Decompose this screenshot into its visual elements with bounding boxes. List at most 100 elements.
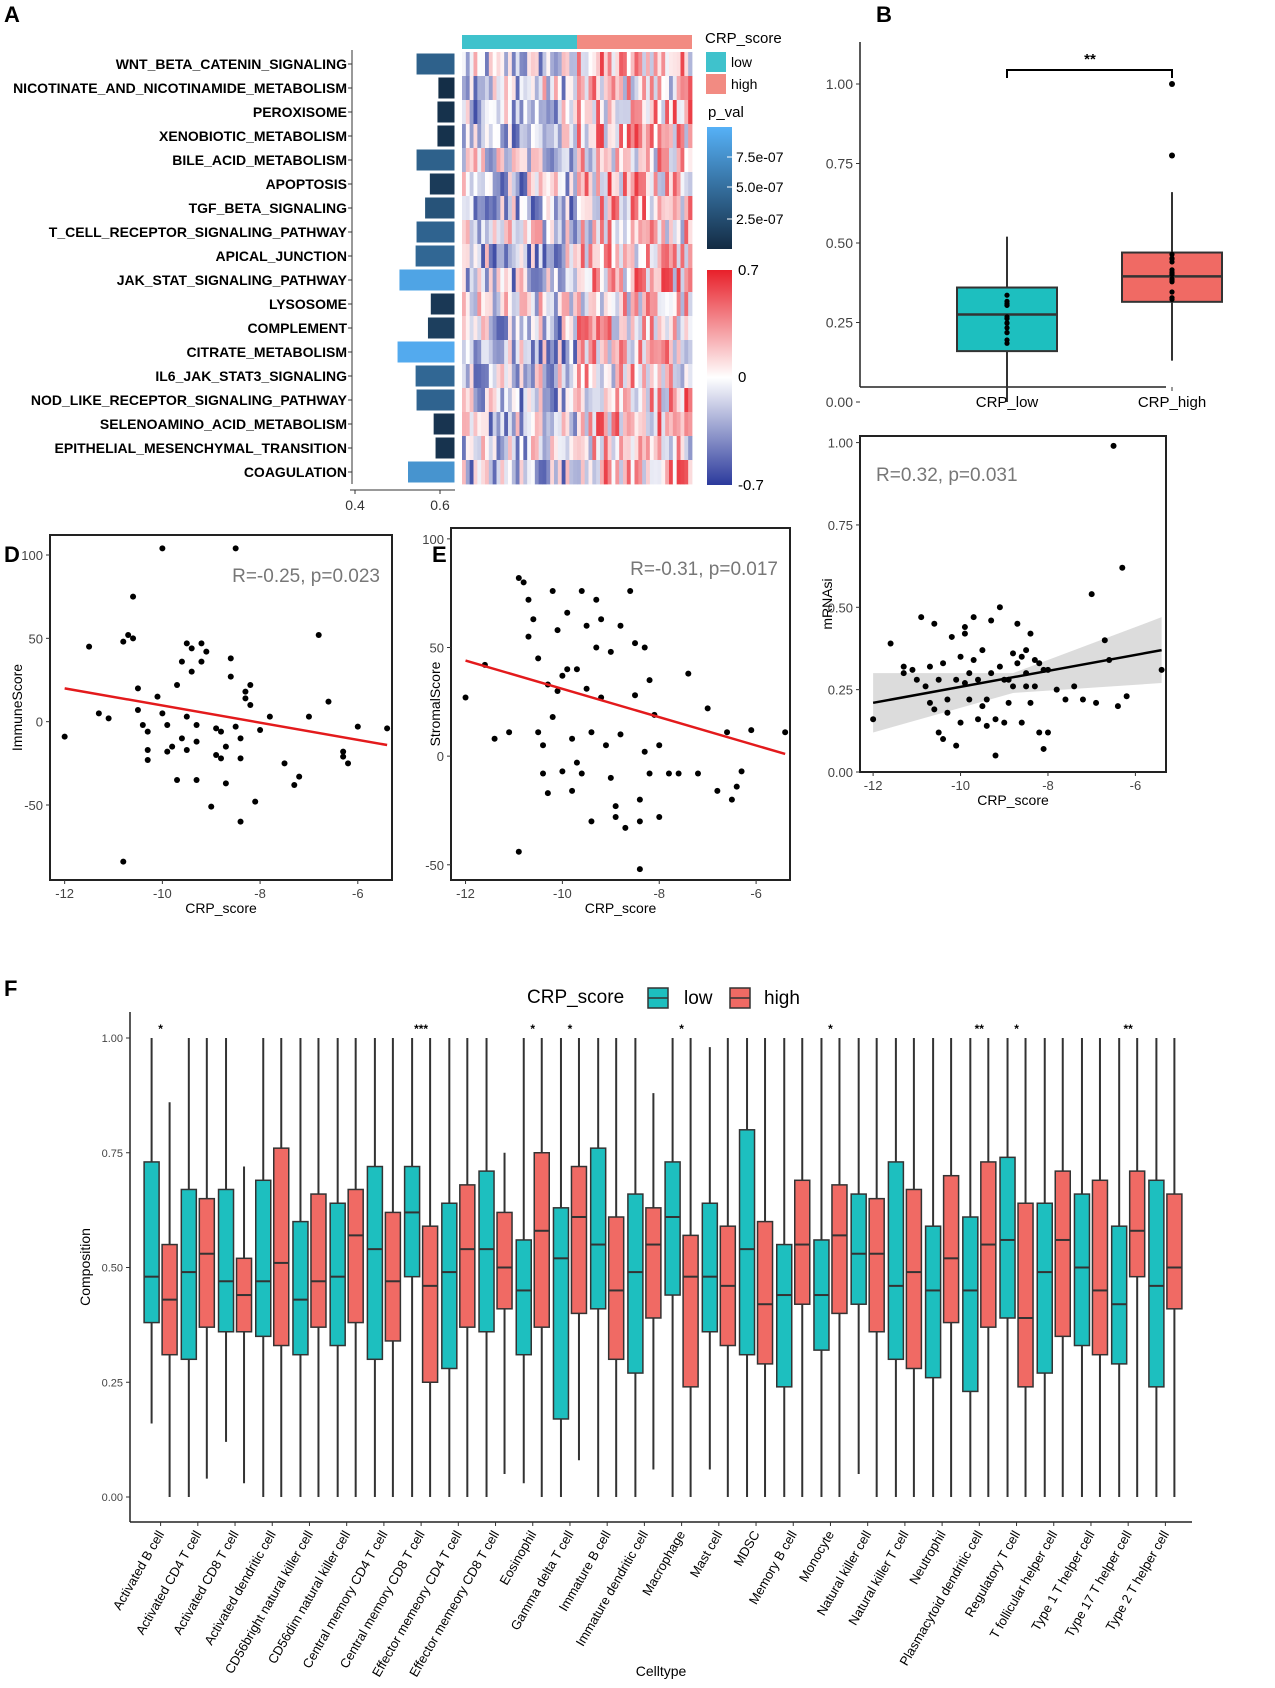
heatmap-cell: [485, 340, 490, 365]
heatmap-cell: [492, 364, 497, 389]
box-body: [347, 1188, 364, 1324]
heatmap-cell: [496, 388, 501, 413]
scatter-point: [940, 660, 947, 667]
heatmap-cell: [592, 196, 597, 221]
heatmap-cell: [519, 268, 524, 293]
heatmap-cell: [462, 52, 467, 77]
heatmap-cell: [485, 292, 490, 317]
heatmap-cell: [473, 340, 478, 365]
heatmap-cell: [592, 268, 597, 293]
heatmap-cell: [577, 268, 582, 293]
heatmap-cell: [500, 364, 505, 389]
heatmap-cell: [619, 52, 624, 77]
heatmap-cell: [573, 436, 578, 461]
box-body: [905, 1188, 923, 1370]
heatmap-cell: [653, 364, 658, 389]
heatmap-cell: [611, 388, 616, 413]
heatmap-cell: [653, 316, 658, 341]
heatmap-cell: [626, 76, 632, 101]
scatter-point: [1119, 564, 1126, 571]
heatmap-cell: [634, 388, 639, 413]
heatmap-cell: [469, 364, 474, 389]
box-body: [198, 1197, 216, 1328]
jitter-point: [1004, 292, 1010, 298]
scatter-point: [782, 729, 789, 736]
heatmap-cell: [688, 364, 693, 389]
heatmap-cell: [500, 76, 505, 101]
scatter-point: [598, 616, 605, 623]
heatmap-cell: [523, 100, 528, 125]
heatmap-cell: [619, 172, 624, 197]
heatmap-cell: [534, 268, 540, 293]
box-outlier: [1169, 152, 1175, 159]
heatmap-cell: [527, 460, 532, 485]
pathway-label: JAK_STAT_SIGNALING_PATHWAY: [117, 272, 348, 288]
heatmap-cell: [465, 76, 471, 101]
heatmap-cell: [580, 124, 586, 149]
significance-bracket: [1006, 69, 1173, 78]
heatmap-cell: [485, 388, 490, 413]
heatmap-cell: [542, 436, 547, 461]
heatmap-cell: [519, 220, 524, 245]
heatmap-cell: [600, 292, 605, 317]
significance-stars: *: [1014, 1022, 1019, 1036]
heatmap-cell: [554, 388, 559, 413]
heatmap-cell: [477, 196, 482, 221]
heatmap-cell: [669, 460, 674, 485]
scatter-point: [944, 709, 951, 716]
heatmap-cell: [481, 244, 486, 269]
heatmap-cell: [531, 244, 536, 269]
heatmap-cell: [615, 436, 620, 461]
pval-tick-label: 5.0e-07: [736, 179, 784, 195]
heatmap-cell: [646, 196, 651, 221]
heatmap-cell: [623, 52, 628, 77]
heatmap-cell: [596, 76, 601, 101]
heatmap-cell: [623, 388, 628, 413]
heatmap-cell: [619, 244, 624, 269]
heatmap-cell: [554, 364, 559, 389]
heatmap-cell: [592, 436, 597, 461]
heatmap-cell: [672, 388, 678, 413]
heatmap-cell: [592, 364, 597, 389]
heatmap-cell: [561, 340, 566, 365]
heatmap-cell: [469, 76, 474, 101]
heatmap-cell: [592, 460, 597, 485]
heatmap-cell: [607, 244, 612, 269]
heatmap-cell: [469, 388, 474, 413]
heatmap-cell: [538, 436, 543, 461]
fit-line: [64, 687, 388, 747]
scatter-point: [940, 736, 947, 743]
heatmap-cell: [511, 388, 517, 413]
heatmap-cell: [684, 76, 689, 101]
heatmap-cell: [542, 196, 547, 221]
heatmap-cell: [531, 268, 536, 293]
heatmap-cell: [623, 124, 628, 149]
heatmap-cell: [584, 52, 589, 77]
pathway-label: APICAL_JUNCTION: [216, 248, 347, 264]
heatmap-cell: [542, 460, 547, 485]
heatmap-cell: [561, 364, 566, 389]
heatmap-cell: [462, 436, 467, 461]
heatmap-cell: [573, 220, 578, 245]
heatmap-cell: [542, 316, 547, 341]
heatmap-cell: [504, 268, 509, 293]
heatmap-cell: [496, 76, 501, 101]
heatmap-cell: [546, 460, 551, 485]
heatmap-cell: [577, 220, 582, 245]
heatmap-cell: [672, 436, 678, 461]
heatmap-cell: [550, 196, 555, 221]
significance-stars: *: [530, 1022, 535, 1036]
heatmap-cell: [473, 388, 478, 413]
heatmap-cell: [657, 76, 662, 101]
heatmap-cell: [607, 412, 612, 437]
heatmap-cell: [554, 196, 559, 221]
heatmap-cell: [623, 76, 628, 101]
x-tick-label: -10: [153, 886, 172, 901]
heatmap-cell: [653, 100, 658, 125]
heatmap-cell: [488, 460, 494, 485]
scatter-point: [535, 655, 542, 662]
heatmap-cell: [485, 52, 490, 77]
legend-title: CRP_score: [527, 987, 624, 1008]
heatmap-cell: [642, 76, 647, 101]
scatter-point: [966, 696, 973, 703]
